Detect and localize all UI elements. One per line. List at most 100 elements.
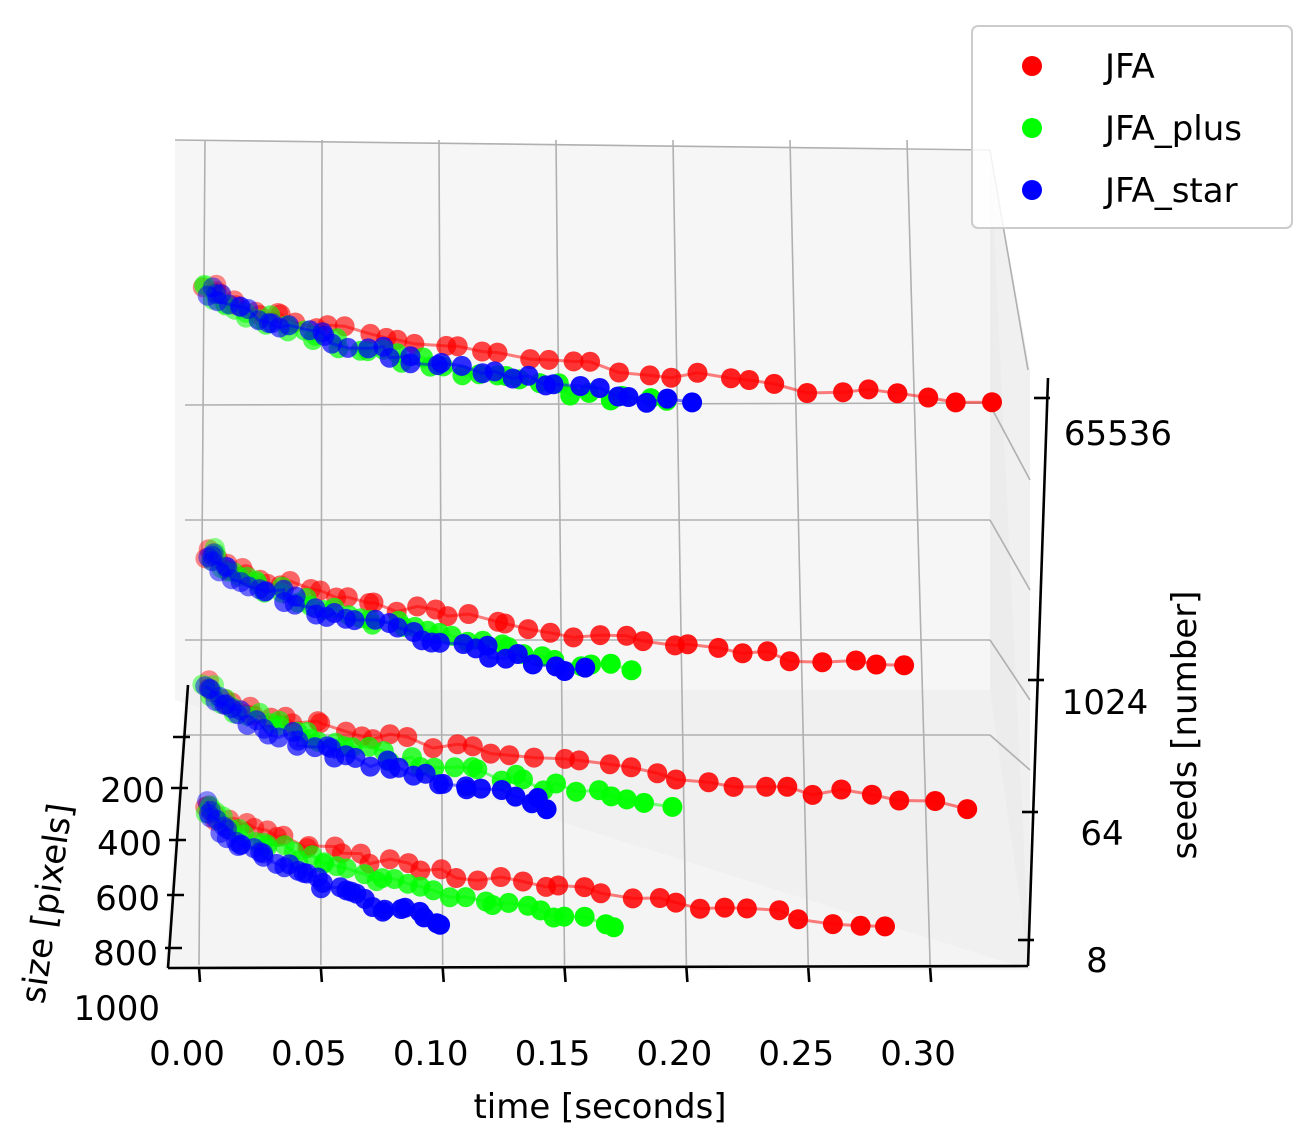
x-tick-mark — [685, 967, 689, 983]
data-point-jfa — [918, 387, 939, 408]
x-tick-mark — [197, 967, 202, 983]
data-point-jfa — [736, 898, 757, 919]
data-point-jfa-star — [379, 347, 400, 368]
data-point-jfa — [524, 747, 544, 768]
side-pane — [990, 150, 1030, 970]
data-point-jfa — [714, 897, 735, 918]
data-point-jfa-plus — [192, 674, 213, 695]
data-point-jfa — [410, 860, 431, 881]
data-point-jfa — [866, 654, 887, 675]
data-point-jfa — [756, 776, 777, 797]
legend-label-jfa: JFA — [1103, 47, 1155, 87]
x-tick-mark — [319, 967, 324, 983]
x-axis-line — [167, 964, 1029, 970]
data-point-jfa — [887, 383, 908, 404]
data-point-jfa — [490, 867, 511, 887]
data-point-jfa-star — [415, 763, 436, 784]
y-tick-label: 200 — [100, 771, 165, 811]
legend-marker-jfa — [1022, 56, 1042, 76]
data-point-jfa-star — [426, 913, 447, 934]
data-point-jfa-star — [254, 581, 275, 602]
y-tick-label: 600 — [95, 879, 160, 919]
data-point-jfa — [721, 368, 741, 389]
y-tick-label: 800 — [93, 934, 158, 974]
data-point-jfa — [447, 734, 468, 755]
x-tick-label: 0.30 — [880, 1034, 956, 1074]
x-tick-label: 0.15 — [515, 1034, 591, 1074]
data-point-jfa-star — [345, 747, 366, 768]
data-point-jfa-star — [575, 657, 596, 678]
data-point-jfa — [779, 651, 800, 672]
data-point-jfa-star — [278, 315, 299, 336]
z-axis-label: seeds [number] — [1165, 591, 1205, 860]
x-gridline — [906, 139, 931, 966]
data-point-jfa-plus — [467, 759, 488, 780]
axes — [165, 377, 1050, 983]
data-point-jfa-star — [543, 374, 564, 395]
y-tick-label: 1000 — [73, 989, 160, 1029]
data-point-jfa — [195, 548, 216, 569]
data-point-jfa-star — [479, 647, 500, 668]
data-point-jfa — [462, 736, 483, 757]
data-point-jfa-plus — [513, 769, 533, 790]
data-point-jfa — [518, 619, 539, 640]
data-point-jfa — [520, 349, 541, 370]
data-point-jfa — [982, 392, 1002, 413]
data-point-jfa — [687, 362, 708, 383]
data-point-jfa-star — [589, 378, 610, 398]
data-point-jfa — [698, 772, 719, 793]
data-point-jfa — [563, 351, 584, 372]
x-gridline — [320, 139, 323, 966]
data-point-jfa — [407, 596, 428, 617]
data-point-jfa-star — [400, 353, 421, 374]
data-point-jfa-plus — [193, 275, 214, 296]
data-point-jfa — [822, 914, 843, 935]
data-point-jfa — [677, 634, 698, 655]
data-point-jfa-plus — [566, 781, 587, 802]
z-tick-label: 64 — [1080, 814, 1123, 854]
x-tick-mark — [806, 967, 811, 983]
data-point-jfa — [894, 655, 915, 676]
data-point-jfa-star — [360, 756, 381, 777]
data-point-jfa — [192, 277, 213, 298]
data-point-jfa-star — [358, 338, 379, 359]
z-tick-label: 1024 — [1062, 683, 1149, 723]
data-point-jfa-star — [536, 799, 557, 820]
z-tick-label: 8 — [1086, 941, 1108, 981]
x-gridline — [672, 139, 688, 966]
data-point-jfa-star — [682, 392, 703, 413]
data-point-jfa — [580, 351, 601, 372]
z-axis-line — [1026, 377, 1050, 967]
x-tick-mark — [563, 967, 567, 983]
data-point-jfa — [622, 888, 643, 909]
side-gridline — [989, 404, 1031, 481]
data-point-jfa-star — [203, 543, 224, 564]
data-point-jfa — [777, 776, 798, 797]
data-point-jfa-star — [387, 617, 408, 638]
side-gridline — [989, 639, 1031, 701]
data-point-jfa — [649, 888, 670, 908]
data-point-jfa — [850, 915, 871, 936]
side-gridline — [989, 519, 1031, 591]
data-point-jfa — [802, 784, 823, 805]
tick-labels: 0.00 0.05 0.10 0.15 0.20 0.25 0.30 200 400 600 800… — [73, 414, 1172, 1074]
data-point-jfa-star — [470, 778, 491, 799]
x-gridline — [198, 139, 206, 966]
data-point-jfa — [379, 724, 400, 745]
data-point-jfa — [723, 776, 744, 797]
x-tick-mark — [441, 967, 445, 983]
data-point-jfa — [732, 643, 753, 664]
data-point-jfa — [831, 779, 852, 800]
data-point-jfa — [690, 898, 710, 919]
x-tick-mark — [928, 967, 933, 983]
data-point-jfa — [574, 877, 595, 898]
x-tick-label: 0.20 — [637, 1034, 713, 1074]
data-point-jfa — [957, 799, 978, 820]
legend-label-jfa-star: JFA_star — [1103, 171, 1238, 211]
data-point-jfa-star — [429, 632, 450, 653]
data-point-jfa-plus — [194, 274, 215, 295]
data-point-jfa — [945, 392, 966, 413]
data-point-jfa-star — [337, 337, 358, 358]
data-point-jfa-star — [433, 773, 453, 794]
